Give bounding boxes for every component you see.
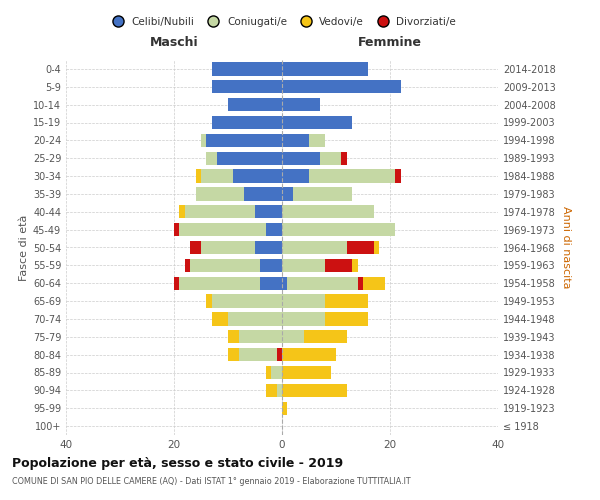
Bar (347, 241, 374, 254)
Bar (266, 366, 271, 379)
Bar (228, 312, 282, 326)
Bar (217, 152, 282, 165)
Bar (228, 98, 282, 112)
Bar (282, 384, 347, 397)
Bar (282, 330, 304, 344)
Bar (320, 152, 347, 165)
Bar (239, 348, 282, 362)
Bar (282, 223, 395, 236)
Bar (174, 223, 266, 236)
Bar (212, 62, 282, 76)
Bar (277, 384, 282, 397)
Bar (282, 116, 352, 129)
Bar (185, 258, 190, 272)
Bar (282, 98, 320, 112)
Bar (282, 205, 374, 218)
Bar (244, 187, 282, 200)
Text: Femmine: Femmine (358, 36, 422, 50)
Bar (282, 258, 352, 272)
Bar (266, 223, 282, 236)
Text: Popolazione per età, sesso e stato civile - 2019: Popolazione per età, sesso e stato civil… (12, 458, 343, 470)
Bar (266, 384, 277, 397)
Bar (255, 205, 282, 218)
Bar (233, 170, 282, 183)
Bar (374, 241, 379, 254)
Bar (352, 258, 358, 272)
Bar (190, 241, 201, 254)
Bar (395, 170, 401, 183)
Bar (282, 276, 287, 290)
Bar (282, 170, 309, 183)
Bar (282, 62, 368, 76)
Bar (174, 276, 260, 290)
Bar (304, 330, 347, 344)
Bar (309, 170, 401, 183)
Bar (260, 276, 282, 290)
Bar (196, 187, 244, 200)
Bar (282, 152, 320, 165)
Bar (309, 134, 325, 147)
Text: COMUNE DI SAN PIO DELLE CAMERE (AQ) - Dati ISTAT 1° gennaio 2019 - Elaborazione : COMUNE DI SAN PIO DELLE CAMERE (AQ) - Da… (12, 478, 410, 486)
Text: Maschi: Maschi (149, 36, 199, 50)
Bar (174, 276, 179, 290)
Bar (282, 348, 336, 362)
Bar (201, 170, 233, 183)
Bar (325, 258, 352, 272)
Bar (228, 330, 239, 344)
Bar (185, 205, 255, 218)
Bar (212, 294, 282, 308)
Bar (271, 366, 282, 379)
Bar (282, 241, 374, 254)
Bar (185, 258, 260, 272)
Bar (282, 80, 401, 94)
Bar (341, 152, 347, 165)
Bar (239, 330, 282, 344)
Bar (260, 258, 282, 272)
Bar (212, 312, 228, 326)
Bar (196, 170, 201, 183)
Bar (282, 402, 287, 415)
Y-axis label: Anni di nascita: Anni di nascita (561, 206, 571, 289)
Bar (293, 187, 352, 200)
Bar (282, 312, 325, 326)
Bar (282, 294, 325, 308)
Bar (277, 348, 282, 362)
Bar (325, 294, 368, 308)
Bar (228, 348, 239, 362)
Bar (206, 294, 212, 308)
Bar (212, 116, 282, 129)
Bar (325, 312, 368, 326)
Bar (201, 134, 206, 147)
Bar (179, 205, 185, 218)
Bar (363, 276, 385, 290)
Bar (206, 134, 282, 147)
Bar (282, 366, 331, 379)
Bar (212, 80, 282, 94)
Bar (190, 241, 255, 254)
Legend: Celibi/Nubili, Coniugati/e, Vedovi/e, Divorziati/e: Celibi/Nubili, Coniugati/e, Vedovi/e, Di… (104, 12, 460, 31)
Y-axis label: Fasce di età: Fasce di età (19, 214, 29, 280)
Bar (255, 241, 282, 254)
Bar (206, 152, 217, 165)
Bar (282, 187, 293, 200)
Bar (282, 134, 309, 147)
Bar (174, 223, 179, 236)
Bar (358, 276, 363, 290)
Bar (287, 276, 363, 290)
